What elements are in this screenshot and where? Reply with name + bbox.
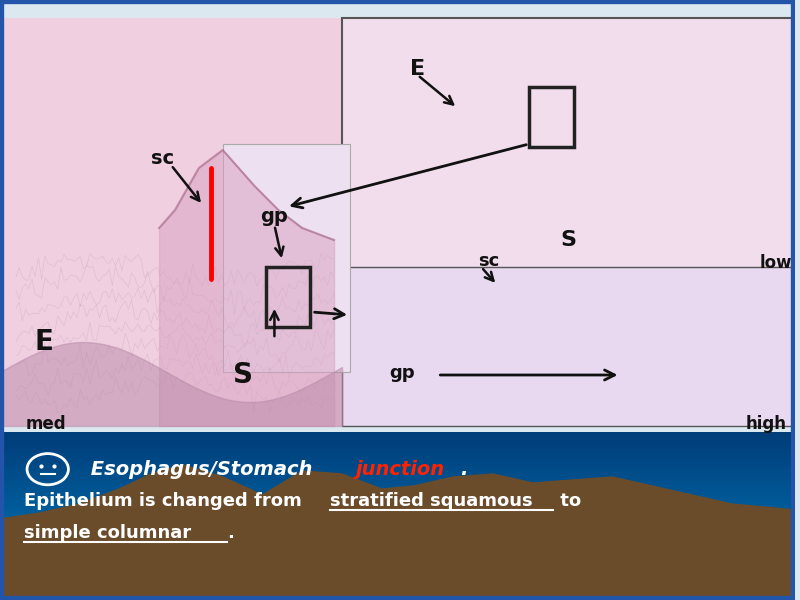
Text: simple columnar: simple columnar [24,524,191,542]
Bar [0,550,795,553]
Bar [0,443,795,446]
Bar [0,474,795,477]
Bar [0,575,795,578]
Bar [0,505,795,508]
Text: .: . [460,460,467,479]
Bar [0,530,795,533]
Bar [0,463,795,466]
Text: sc: sc [151,149,174,169]
Bar [342,267,795,426]
Bar [0,595,795,597]
Text: Esophagus/Stomach: Esophagus/Stomach [83,460,318,479]
Bar [0,496,795,499]
Bar [0,592,795,595]
Bar [0,527,795,530]
Bar [222,144,350,372]
Text: E: E [410,59,425,79]
Bar [0,513,795,516]
Bar [0,471,795,474]
Bar [0,0,795,432]
Bar [0,547,795,550]
Bar [0,580,795,583]
Bar [0,563,795,566]
Text: med: med [26,415,66,433]
Bar [0,566,795,569]
Bar [0,449,795,452]
Bar [0,485,795,488]
Bar [0,469,795,471]
Bar [0,440,795,443]
Bar [0,538,795,541]
Bar [0,437,795,440]
Text: to: to [554,492,582,510]
Bar [0,586,795,589]
Bar [0,477,795,479]
Bar [0,460,795,463]
Bar [0,435,795,437]
Bar [0,541,795,544]
Text: high: high [746,415,787,433]
Bar [0,466,795,469]
Bar [0,508,795,511]
Bar [0,494,795,496]
Bar [0,491,795,494]
Bar [0,511,795,513]
Bar [529,87,574,147]
Text: junction: junction [355,460,445,479]
Bar [0,558,795,561]
Bar [266,267,310,327]
Bar [0,446,795,449]
Bar [0,583,795,586]
Text: .: . [227,524,234,542]
Bar [0,533,795,536]
Bar [0,578,795,580]
Bar [0,432,795,435]
Text: sc: sc [478,252,500,270]
Bar [0,572,795,575]
Text: Epithelium is changed from: Epithelium is changed from [24,492,314,510]
Bar [0,479,795,482]
Text: stratified squamous: stratified squamous [330,492,533,510]
Bar [0,488,795,491]
Bar [0,524,795,527]
Bar [342,18,795,270]
Bar [0,589,795,592]
Bar [0,516,795,519]
Text: low: low [760,254,792,272]
Bar [0,536,795,538]
Bar [0,555,795,558]
Bar [0,544,795,547]
Bar [0,18,342,426]
Bar [0,569,795,572]
Bar [0,597,795,600]
Bar [0,454,795,457]
Polygon shape [0,465,795,600]
Text: S: S [561,230,577,250]
Text: E: E [34,328,53,356]
Bar [517,513,795,600]
Bar [0,499,795,502]
Text: gp: gp [389,364,414,382]
Text: S: S [233,361,253,389]
Bar [0,482,795,485]
Bar [0,502,795,505]
Bar [0,521,795,524]
Bar [0,553,795,555]
Bar [0,561,795,563]
Text: gp: gp [261,206,288,226]
Bar [0,457,795,460]
Bar [0,519,795,521]
Bar [0,452,795,454]
